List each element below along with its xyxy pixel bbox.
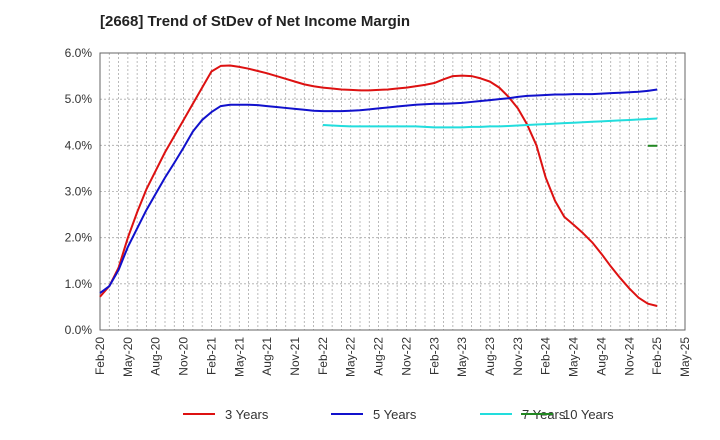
x-tick-label: Aug-20 xyxy=(149,337,163,376)
x-tick-label: Feb-23 xyxy=(427,337,441,375)
y-tick-label: 1.0% xyxy=(65,277,93,291)
y-tick-label: 6.0% xyxy=(65,46,93,60)
x-tick-label: Aug-22 xyxy=(372,337,386,376)
x-tick-label: May-22 xyxy=(344,337,358,377)
series-line-3-years xyxy=(99,64,658,307)
x-tick-label: Feb-25 xyxy=(650,337,664,375)
series-line-7-years xyxy=(322,117,658,129)
y-tick-label: 5.0% xyxy=(65,92,93,106)
x-tick-label: Aug-23 xyxy=(483,337,497,376)
y-tick-label: 2.0% xyxy=(65,231,93,245)
x-tick-label: Nov-20 xyxy=(177,337,191,376)
chart-title: [2668] Trend of StDev of Net Income Marg… xyxy=(100,13,411,30)
x-tick-label: Nov-22 xyxy=(399,337,413,376)
x-tick-label: May-25 xyxy=(678,337,692,377)
y-tick-label: 3.0% xyxy=(65,185,93,199)
x-tick-label: May-24 xyxy=(567,337,581,377)
x-tick-label: Feb-24 xyxy=(539,337,553,375)
x-tick-label: Aug-21 xyxy=(260,337,274,376)
x-tick-label: May-21 xyxy=(232,337,246,377)
x-tick-label: May-23 xyxy=(455,337,469,377)
legend-label-5-years: 5 Years xyxy=(373,407,417,422)
plot-frame xyxy=(99,52,686,331)
series-line-5-years xyxy=(99,88,658,294)
x-tick-label: Feb-22 xyxy=(316,337,330,375)
legend-label-10-years: 10 Years xyxy=(563,407,614,422)
x-tick-label: Nov-23 xyxy=(511,337,525,376)
x-tick-label: Nov-24 xyxy=(622,337,636,376)
y-tick-label: 0.0% xyxy=(65,323,93,337)
legend-label-3-years: 3 Years xyxy=(225,407,269,422)
x-tick-label: Feb-20 xyxy=(93,337,107,375)
x-tick-label: Nov-21 xyxy=(288,337,302,376)
x-tick-label: Feb-21 xyxy=(204,337,218,375)
x-tick-label: May-20 xyxy=(121,337,135,377)
x-tick-label: Aug-24 xyxy=(594,337,608,376)
y-tick-label: 4.0% xyxy=(65,138,93,152)
